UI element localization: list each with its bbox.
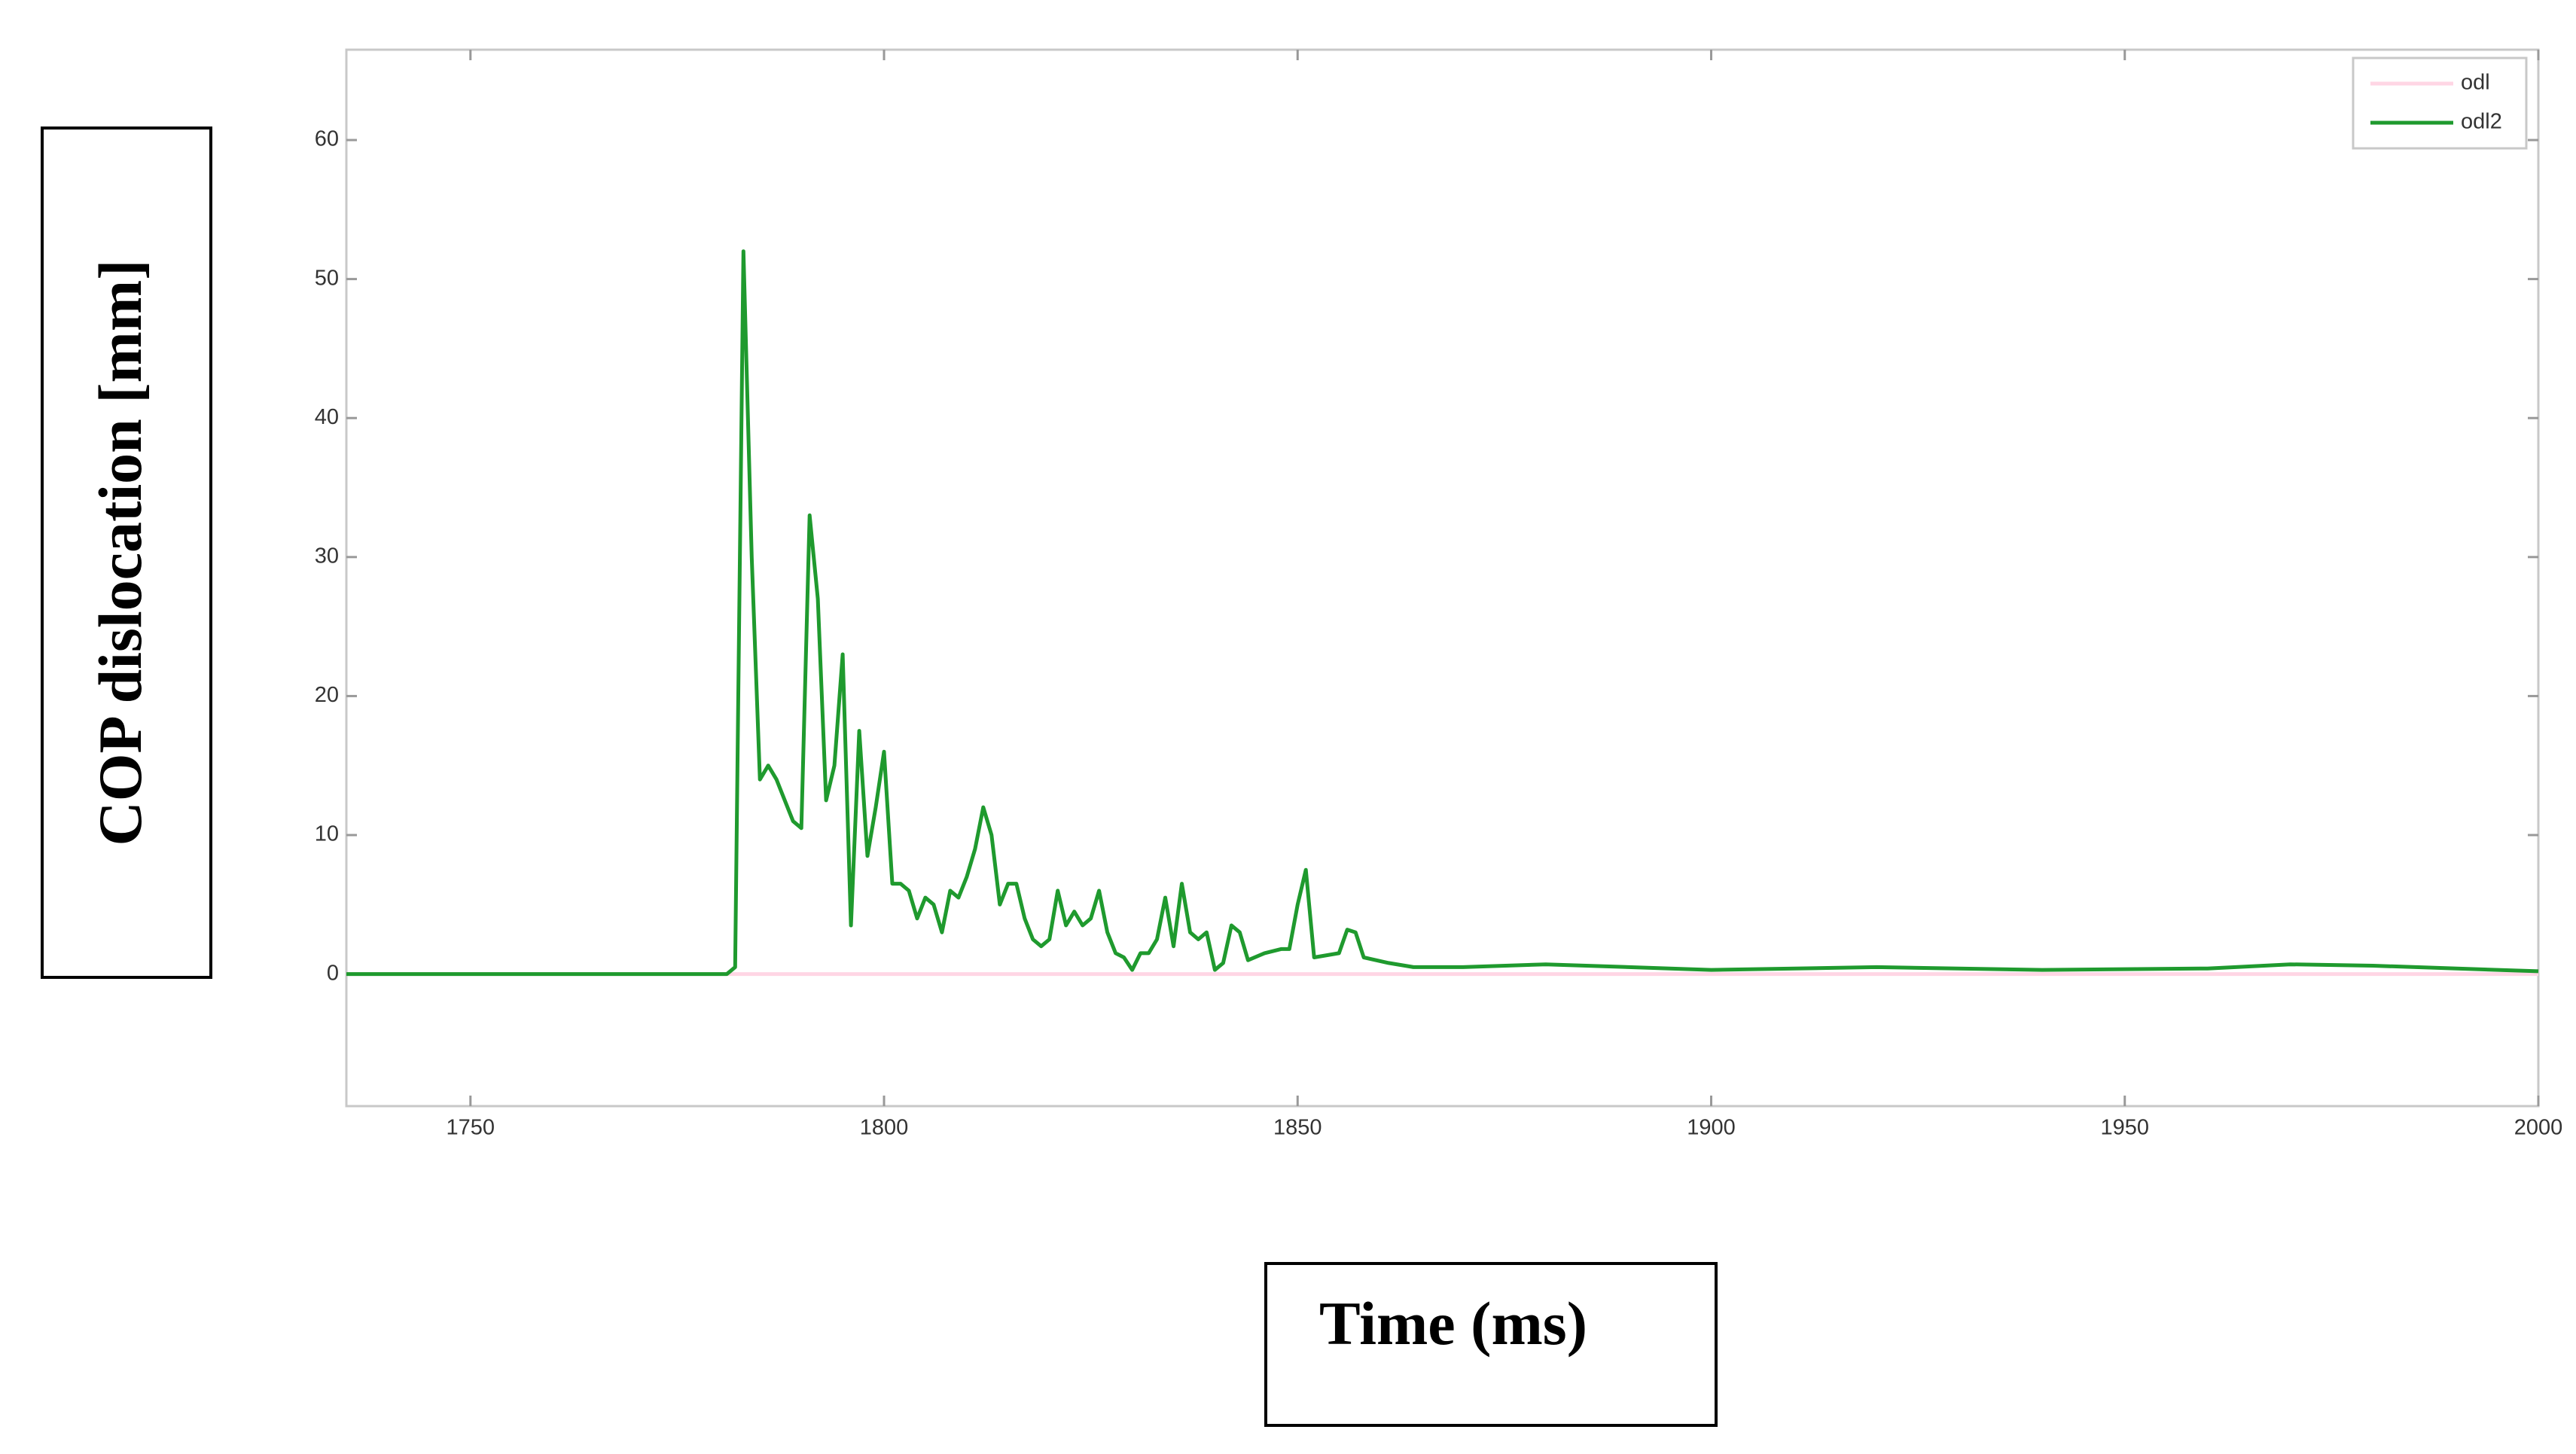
- x-tick-label: 1850: [1273, 1116, 1322, 1140]
- y-axis-label: COP dislocation [mm]: [86, 260, 154, 846]
- data-line: [346, 249, 2539, 977]
- legend-label: odl2: [2461, 110, 2502, 134]
- x-axis-label: Time (ms): [1319, 1289, 1587, 1358]
- y-tick-label: 50: [315, 266, 339, 290]
- plot-frame: [345, 48, 2540, 1108]
- y-tick-label: 0: [327, 961, 339, 985]
- y-tick-label: 10: [315, 822, 339, 846]
- y-tick-label: 60: [315, 127, 339, 151]
- x-tick-label: 2000: [2514, 1116, 2563, 1140]
- y-tick-label: 30: [315, 544, 339, 568]
- x-label-box: [1264, 1262, 1718, 1427]
- legend-label: odl: [2461, 71, 2490, 95]
- x-tick-label: 1800: [860, 1116, 909, 1140]
- y-label-box: [41, 127, 212, 979]
- legend-box: [2352, 56, 2528, 150]
- x-tick-label: 1750: [447, 1116, 495, 1140]
- y-tick-label: 20: [315, 683, 339, 707]
- x-tick-label: 1950: [2100, 1116, 2149, 1140]
- y-tick-label: 40: [315, 405, 339, 429]
- x-tick-label: 1900: [1687, 1116, 1736, 1140]
